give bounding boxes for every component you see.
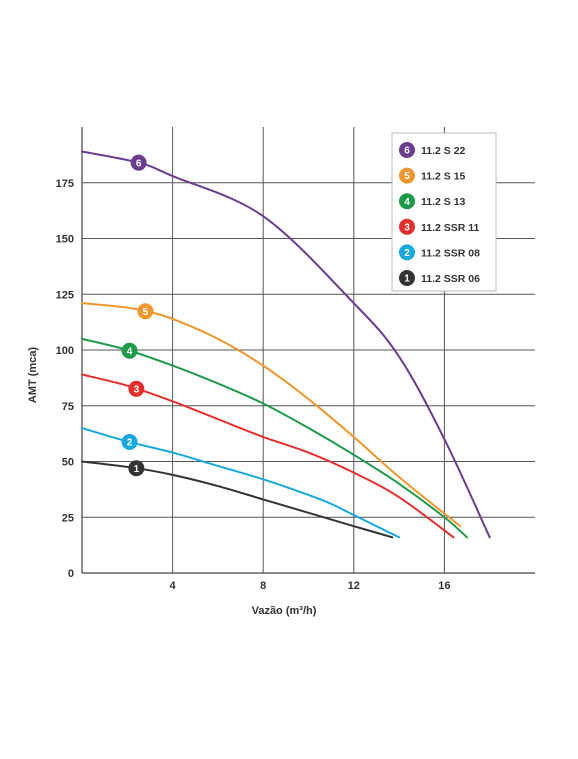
series-markers: 6 5 4 3 2 1 — [121, 154, 154, 477]
legend-marker-label-5: 5 — [404, 171, 410, 182]
y-tick-label: 25 — [62, 512, 74, 524]
legend-box — [391, 132, 497, 292]
series-marker-label-2: 2 — [127, 438, 133, 449]
legend-marker-3 — [399, 218, 415, 235]
series-marker-1 — [128, 460, 145, 477]
x-tick-label: 12 — [348, 580, 360, 592]
series-marker-3 — [128, 380, 145, 397]
legend-entry-2: 11.2 SSR 08 — [421, 247, 480, 259]
y-tick-label: 175 — [56, 178, 74, 190]
x-tick-label: 4 — [170, 580, 177, 592]
series-marker-2 — [121, 433, 138, 450]
x-tick-label: 8 — [260, 580, 266, 592]
legend-marker-label-6: 6 — [404, 146, 410, 157]
x-axis-label: Vazão (m³/h) — [252, 605, 317, 617]
series-marker-label-1: 1 — [134, 464, 140, 475]
legend-marker-label-4: 4 — [404, 197, 410, 208]
legend-entry-4: 11.2 S 13 — [421, 196, 466, 208]
y-tick-label: 150 — [56, 234, 74, 246]
series-line-2 — [81, 427, 401, 539]
series-marker-label-4: 4 — [127, 346, 133, 357]
legend-marker-1 — [399, 270, 415, 286]
legend-marker-label-1: 1 — [404, 274, 410, 285]
legend-entry-5: 11.2 S 15 — [421, 171, 466, 183]
legend-marker-label-2: 2 — [404, 248, 410, 259]
x-tick-label: 16 — [438, 580, 450, 592]
series-marker-4 — [121, 342, 138, 359]
legend-marker-6 — [399, 142, 415, 158]
y-tick-labels: 0 25 50 75 100 125 150 175 — [56, 178, 74, 580]
x-tick-labels: 4 8 12 16 — [170, 580, 451, 592]
y-tick-label: 75 — [62, 401, 74, 413]
legend-marker-5 — [399, 167, 415, 184]
series-line-6 — [81, 150, 491, 539]
y-tick-label: 100 — [56, 345, 74, 357]
legend-marker-label-3: 3 — [404, 222, 410, 233]
legend-entry-3: 11.2 SSR 11 — [421, 222, 480, 234]
legend-entry-6: 11.2 S 22 — [421, 145, 466, 157]
y-tick-label: 0 — [68, 568, 74, 580]
series-marker-label-5: 5 — [143, 307, 149, 318]
series-marker-label-3: 3 — [134, 384, 140, 395]
series-marker-5 — [137, 303, 154, 320]
y-tick-label: 50 — [62, 457, 74, 469]
y-axis-label: AMT (mca) — [27, 347, 39, 404]
legend: 6 11.2 S 22 5 11.2 S 15 4 11.2 S 13 3 11.2 SSR … — [391, 132, 497, 292]
legend-entry-1: 11.2 SSR 06 — [421, 273, 480, 285]
y-tick-label: 125 — [56, 289, 74, 301]
series-line-4 — [81, 337, 469, 539]
series-marker-6 — [130, 154, 147, 171]
legend-marker-4 — [399, 193, 415, 210]
legend-marker-2 — [399, 244, 415, 261]
series-marker-label-6: 6 — [136, 158, 142, 169]
